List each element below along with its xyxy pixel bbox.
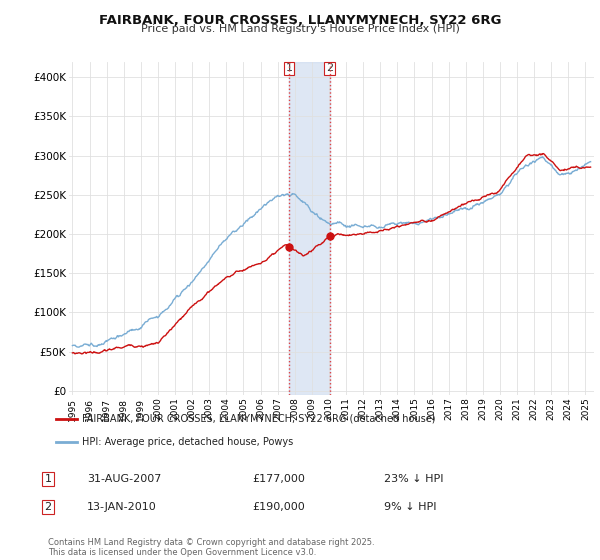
Text: 1: 1 xyxy=(286,63,292,73)
Text: 2: 2 xyxy=(326,63,333,73)
Text: 1: 1 xyxy=(44,474,52,484)
Text: 23% ↓ HPI: 23% ↓ HPI xyxy=(384,474,443,484)
Text: 13-JAN-2010: 13-JAN-2010 xyxy=(87,502,157,512)
Text: 31-AUG-2007: 31-AUG-2007 xyxy=(87,474,161,484)
Text: FAIRBANK, FOUR CROSSES, LLANYMYNECH, SY22 6RG (detached house): FAIRBANK, FOUR CROSSES, LLANYMYNECH, SY2… xyxy=(82,414,436,424)
Text: £177,000: £177,000 xyxy=(252,474,305,484)
Bar xyxy=(289,62,329,395)
Text: FAIRBANK, FOUR CROSSES, LLANYMYNECH, SY22 6RG: FAIRBANK, FOUR CROSSES, LLANYMYNECH, SY2… xyxy=(99,14,501,27)
Text: Price paid vs. HM Land Registry's House Price Index (HPI): Price paid vs. HM Land Registry's House … xyxy=(140,24,460,34)
Text: 2: 2 xyxy=(44,502,52,512)
Text: HPI: Average price, detached house, Powys: HPI: Average price, detached house, Powy… xyxy=(82,437,293,447)
Text: £190,000: £190,000 xyxy=(252,502,305,512)
Text: 9% ↓ HPI: 9% ↓ HPI xyxy=(384,502,437,512)
Text: Contains HM Land Registry data © Crown copyright and database right 2025.
This d: Contains HM Land Registry data © Crown c… xyxy=(48,538,374,557)
